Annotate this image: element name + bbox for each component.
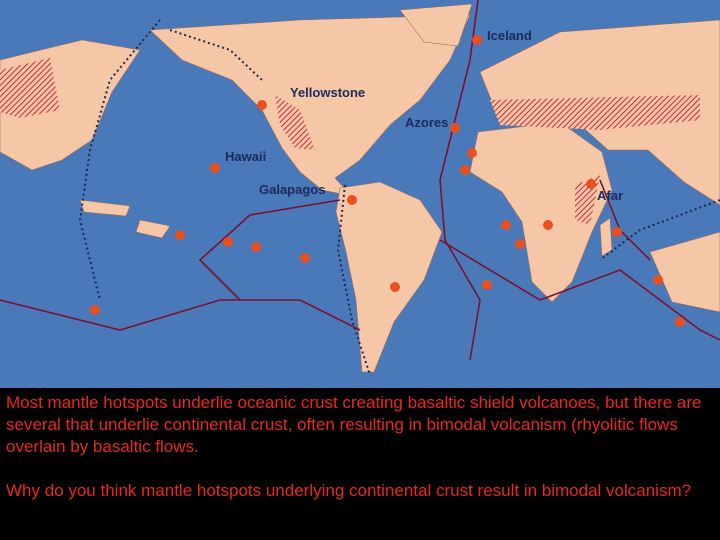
continents: [0, 3, 720, 373]
plate-boundaries: [0, 0, 720, 376]
caption-paragraph: Most mantle hotspots underlie oceanic cr…: [6, 393, 702, 456]
caption-paragraph: Why do you think mantle hotspots underly…: [6, 481, 692, 500]
map-label: Azores: [405, 115, 448, 130]
caption: Most mantle hotspots underlie oceanic cr…: [6, 392, 718, 524]
map-label: Yellowstone: [290, 85, 365, 100]
map-label: Galapagos: [259, 182, 325, 197]
map-label: Afar: [597, 188, 623, 203]
map-label: Hawaii: [225, 149, 266, 164]
map-label: Iceland: [487, 28, 532, 43]
hotspot-map: Iceland Yellowstone Azores Hawaii Galapa…: [0, 0, 720, 388]
hotspots: [90, 35, 685, 327]
